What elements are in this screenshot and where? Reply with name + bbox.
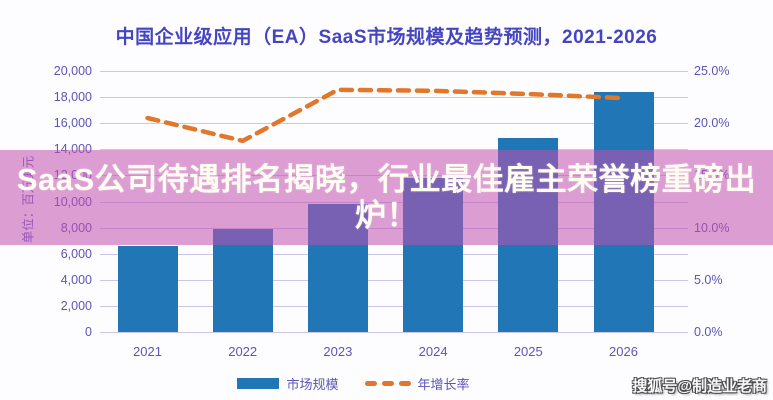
legend-item-market-size: 市场规模 [237,374,339,393]
right-axis-tick-label: 20.0% [694,116,730,131]
headline-text: SaaS公司待遇排名揭晓，行业最佳雇主荣誉榜重磅出炉！ [16,161,757,233]
x-axis-year-label: 2023 [323,344,353,359]
right-axis-tick-label: 0.0% [694,325,723,339]
gridline [100,71,688,72]
left-axis-tick-label: 2,000 [60,298,92,313]
watermark-sohu-account: 搜狐号@制造业老商 [632,378,767,395]
left-axis-tick-label: 0 [85,325,92,339]
x-axis-year-label: 2026 [609,344,638,359]
gridline [100,279,688,281]
x-axis-year-label: 2021 [133,344,162,359]
right-axis-tick-label: 25.0% [694,64,730,78]
x-axis-year-label: 2022 [228,344,258,359]
gridline [100,305,688,307]
chart-title: 中国企业级应用（EA）SaaS市场规模及趋势预测，2021-2026 [115,27,658,48]
gridline [100,332,688,333]
market-size-bar-2021 [117,245,178,332]
headline-overlay-banner: SaaS公司待遇排名揭晓，行业最佳雇主荣誉榜重磅出炉！ [0,150,773,245]
chart-legend: 市场规模 年增长率 [0,374,707,393]
left-axis-tick-label: 20,000 [53,64,92,78]
gridline [100,149,688,151]
market-size-bar-2022 [212,228,273,332]
x-axis-year-label: 2025 [513,344,543,359]
left-axis-tick-label: 16,000 [53,116,92,131]
right-axis-tick-label: 5.0% [694,272,723,287]
x-axis-year-label: 2024 [418,344,448,359]
legend-label: 市场规模 [286,377,339,392]
left-axis-tick-label: 4,000 [60,272,92,287]
gridline [100,253,688,255]
left-axis-tick-label: 6,000 [60,246,92,261]
legend-label: 年增长率 [417,377,470,392]
bar-swatch-icon [237,378,280,389]
left-axis-tick-label: 18,000 [53,90,92,105]
legend-item-growth-rate: 年增长率 [364,374,470,393]
dashed-line-swatch-icon [364,381,411,386]
